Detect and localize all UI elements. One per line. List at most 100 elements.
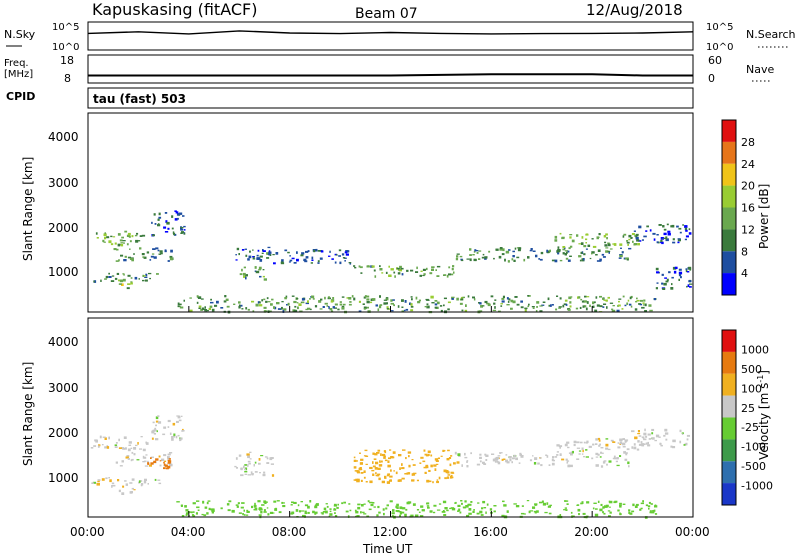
power-cell-p8-48 — [422, 268, 426, 271]
power-cell-p13-275 — [629, 296, 632, 300]
velocity-cell-p7-66 — [390, 456, 394, 459]
power-cell-p10-37 — [586, 233, 588, 236]
velocity-cell-p9-4 — [599, 443, 601, 446]
velocity-cell-p9-34 — [592, 443, 595, 446]
power-cell-p2-20 — [110, 280, 115, 282]
velocity-cell-p7-20 — [389, 479, 392, 482]
velocity-cell-p3-19 — [138, 480, 141, 483]
power-cell-p2-21 — [105, 275, 108, 279]
power-cell-p9-86 — [602, 256, 606, 258]
power-cell-p13-166 — [326, 305, 329, 307]
velocity-cell-p1-33 — [143, 456, 147, 459]
power-cell-p7-43 — [305, 250, 309, 253]
velocity-cell-p5-3 — [162, 433, 166, 436]
power-cell-p13-177 — [431, 302, 435, 304]
velocity-cell-p11-60 — [258, 514, 262, 516]
power-cell-p13-70 — [341, 296, 345, 298]
power-cell-p10-23 — [604, 244, 608, 247]
velocity-cell-p5-34 — [154, 427, 157, 430]
power-cell-p13-2 — [536, 306, 538, 308]
velocity-cell-p7-50 — [450, 471, 454, 474]
power-cell-p13-92 — [536, 301, 540, 304]
power-cell-p7-23 — [338, 255, 341, 257]
velocity-cell-p8-97 — [576, 458, 580, 460]
power-cell-p5-4 — [235, 259, 238, 261]
velocity-cell-p11-132 — [506, 510, 509, 513]
velocity-cell-p11-115 — [653, 509, 656, 512]
power-cell-p7-18 — [311, 259, 314, 261]
velocity-cell-p10-39 — [647, 433, 651, 436]
velocity-cell-p11-306 — [271, 512, 275, 514]
power-cell-p10-28 — [626, 241, 630, 244]
velocity-cell-p10-43 — [665, 432, 669, 435]
power-cell-p13-111 — [443, 304, 445, 307]
power-cell-p13-342 — [472, 296, 475, 299]
velocity-cell-p11-162 — [263, 509, 266, 512]
velocity-cell-p11-131 — [481, 507, 484, 510]
velocity-cell-p7-133 — [365, 463, 368, 465]
power-cell-p3-4 — [130, 282, 133, 285]
velocity-cell-p11-80 — [355, 515, 358, 518]
velocity-cell-p10-8 — [634, 436, 638, 440]
power-cell-p0-32 — [95, 232, 98, 235]
power-cell-p13-63 — [547, 297, 550, 301]
velocity-cell-p8-42 — [529, 459, 533, 462]
velocity-cell-p11-349 — [314, 512, 316, 515]
velocity-cell-p11-241 — [180, 504, 183, 507]
power-cell-p7-12 — [301, 252, 305, 255]
power-cell-p13-316 — [520, 306, 524, 309]
velocity-cell-p10-1 — [633, 446, 637, 450]
velocity-cell-p11-282 — [361, 504, 364, 507]
velocity-cell-p9-47 — [598, 439, 601, 442]
power-cell-p8-14 — [390, 268, 394, 271]
velocity-cell-p11-274 — [373, 506, 376, 508]
power-cell-p12-28 — [689, 283, 693, 285]
velocity-cell-p6-32 — [246, 464, 249, 467]
velocity-cell-p8-24 — [464, 452, 466, 456]
power-cell-p8-8 — [373, 269, 376, 272]
power-cell-p11-40 — [656, 234, 659, 236]
velocity-ytick-4000: 4000 — [48, 335, 79, 349]
velocity-cell-p11-156 — [654, 505, 658, 508]
velocity-cell-p9-7 — [570, 451, 573, 454]
power-cell-p13-121 — [319, 308, 323, 310]
power-cell-p9-18 — [579, 259, 582, 262]
power-cell-p13-311 — [575, 307, 579, 310]
power-cell-p13-149 — [204, 306, 206, 309]
power-cell-p0-17 — [124, 230, 128, 233]
power-cell-p9-55 — [514, 247, 517, 250]
power-cell-p13-208 — [417, 301, 421, 304]
power-cell-p13-307 — [363, 306, 367, 310]
velocity-cell-p7-111 — [364, 449, 368, 452]
velocity-cell-p9-8 — [566, 441, 570, 444]
power-cell-p12-33 — [655, 267, 659, 271]
power-cell-p13-324 — [501, 300, 505, 303]
power-cell-p8-7 — [354, 267, 357, 269]
power-cell-p7-38 — [300, 254, 304, 257]
velocity-cell-p11-147 — [307, 511, 310, 514]
power-cell-p2-23 — [142, 274, 145, 277]
power-cell-p9-66 — [595, 254, 598, 256]
velocity-cell-p7-0 — [427, 450, 431, 454]
power-cell-p10-50 — [626, 240, 629, 242]
power-cell-p13-72 — [283, 308, 287, 311]
power-cell-p2-9 — [145, 273, 148, 277]
power-cell-p13-74 — [603, 299, 606, 301]
cpid-value: tau (fast) 503 — [93, 92, 186, 106]
power-cell-p12-26 — [686, 285, 688, 288]
power-cell-p8-31 — [429, 272, 433, 275]
velocity-cell-p7-41 — [444, 477, 447, 480]
velocity-cell-p8-71 — [497, 460, 499, 463]
power-cell-p13-138 — [426, 299, 430, 301]
velocity-cell-p11-24 — [639, 508, 642, 511]
velocity-cell-p5-27 — [177, 434, 180, 437]
velocity-cell-p11-52 — [647, 505, 651, 508]
power-cell-p13-276 — [410, 303, 413, 306]
power-cell-p13-195 — [211, 308, 215, 312]
power-cell-p9-31 — [621, 251, 624, 254]
power-cell-p10-41 — [559, 232, 562, 235]
velocity-cell-p7-5 — [405, 457, 407, 460]
power-cell-p9-96 — [599, 258, 602, 261]
velocity-cell-p11-74 — [314, 511, 318, 514]
power-cell-p9-102 — [472, 254, 475, 256]
